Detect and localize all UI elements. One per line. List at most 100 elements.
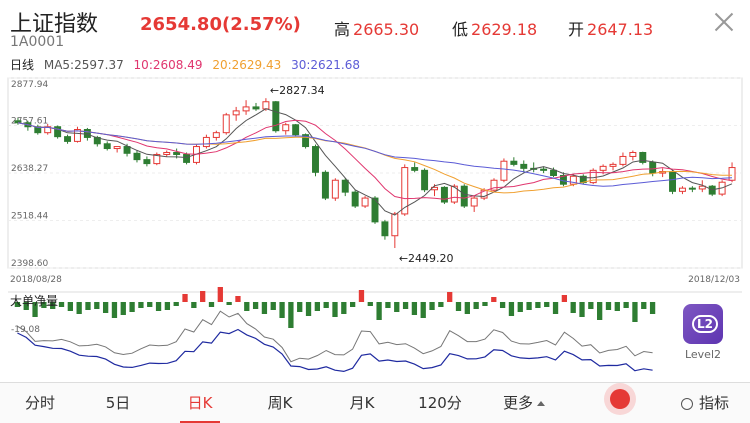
candle-body (450, 185, 458, 203)
subchart-bar (561, 295, 568, 302)
low-value: 2629.18 (471, 20, 538, 39)
stock-title: 上证指数 (10, 12, 99, 37)
subchart-bar (641, 302, 647, 309)
candle-body (222, 114, 230, 134)
subchart-bar (191, 302, 197, 308)
candle-body (678, 187, 686, 192)
subchart-bar (376, 302, 382, 320)
current-price: 2654.80(2.57%) (140, 14, 301, 35)
tab-5day[interactable]: 5日 (105, 394, 131, 412)
ma5-label: MA5:2597.37 (43, 58, 124, 72)
subchart-bar (491, 297, 497, 302)
subchart-bar (588, 302, 594, 309)
subchart-tick-label: -19.08 (11, 325, 40, 335)
candle-body (163, 151, 171, 155)
subchart-bar (632, 302, 638, 322)
candle-body (629, 151, 637, 157)
candle-body (411, 167, 419, 171)
subchart-bar (50, 302, 56, 309)
subchart-bar (341, 302, 347, 314)
subchart-bar (579, 302, 585, 317)
subchart-bar (411, 302, 418, 315)
candle-body (272, 101, 280, 132)
high-stat: 高 2665.30 (334, 16, 419, 40)
y-tick-label: 2638.27 (11, 164, 48, 174)
subchart-bar (544, 302, 550, 307)
candle-body (569, 175, 577, 185)
close-icon[interactable] (710, 8, 738, 36)
subchart-bar (597, 302, 603, 320)
ma-legend: 日线 MA5:2597.37 10:2608.49 20:2629.43 30:… (10, 56, 366, 73)
candle-body (133, 152, 141, 161)
ma5-line (17, 108, 733, 216)
candle-body (540, 168, 548, 171)
subchart-bar (438, 302, 444, 307)
tab-daily-k[interactable]: 日K (160, 383, 240, 423)
candle-body (371, 197, 379, 223)
tab-intraday[interactable]: 分时 (24, 394, 55, 412)
y-tick-label: 2757.61 (11, 117, 48, 127)
y-tick-label: 2518.44 (11, 212, 48, 222)
subchart-bar (76, 302, 82, 314)
subchart-bar (420, 302, 426, 318)
start-date-label: 2018/08/28 (10, 275, 62, 285)
subchart-bar (270, 302, 276, 310)
candle-body (510, 160, 518, 165)
open-label: 开 (568, 20, 585, 39)
candle-body (242, 106, 250, 112)
subchart-bar (182, 294, 188, 302)
subchart-bar (297, 302, 303, 312)
candle-body (669, 171, 677, 192)
subchart-bar (614, 302, 620, 311)
subchart-bar (455, 302, 462, 311)
tab-weekly-k[interactable]: 周K (267, 394, 293, 412)
candle-body (143, 159, 151, 165)
subchart-bar (102, 302, 109, 313)
subchart-bar (32, 302, 38, 317)
subchart-bar (155, 302, 162, 311)
candle-body (312, 146, 319, 173)
high-value: 2665.30 (353, 20, 420, 39)
subchart-bar (217, 287, 223, 302)
subchart-bar (570, 302, 576, 313)
tab-more[interactable]: 更多 (494, 383, 554, 423)
candle-body (262, 101, 270, 110)
subchart-line-blue (17, 328, 653, 373)
subchart-bar (447, 292, 453, 302)
ma10-line (17, 119, 733, 200)
candle-body (292, 124, 300, 136)
subchart-bar (226, 302, 232, 305)
tab-indicators[interactable]: 指标 (670, 383, 740, 423)
tab-120min[interactable]: 120分 (418, 394, 462, 412)
subchart-bar (358, 290, 365, 302)
subchart-bar (173, 302, 179, 306)
candle-body (123, 146, 131, 154)
subchart-bar (147, 302, 153, 307)
candle-body (321, 171, 329, 199)
kline-chart[interactable]: 2877.94 2757.61 2638.27 2518.44 2398.60 ←2827… (0, 70, 750, 382)
record-dot-icon[interactable] (610, 389, 630, 409)
ma10-label: 10:2608.49 (133, 58, 203, 72)
tab-monthly-k[interactable]: 月K (349, 394, 375, 412)
candle-body (460, 185, 468, 207)
subchart-bar (261, 302, 268, 314)
price-value: 2654.80 (140, 14, 222, 35)
low-annotation: ←2449.20 (399, 252, 454, 265)
subchart-bar (482, 302, 488, 306)
candle-body (401, 167, 409, 215)
subchart-bar (208, 302, 215, 307)
subchart-bar (623, 302, 629, 308)
candle-body (619, 155, 627, 165)
subchart-bar (323, 302, 329, 308)
candle-body (688, 187, 696, 190)
candle-body (54, 126, 62, 138)
candle-body (103, 143, 111, 150)
candle-body (351, 191, 359, 207)
subchart-bar (23, 302, 29, 310)
subchart-bar (67, 302, 73, 311)
subchart-bar (464, 302, 470, 314)
subchart-bar (129, 302, 135, 312)
open-stat: 开 2647.13 (568, 16, 653, 40)
level2-button[interactable]: L2 Level2 (668, 296, 738, 372)
subchart-bar (394, 302, 400, 312)
